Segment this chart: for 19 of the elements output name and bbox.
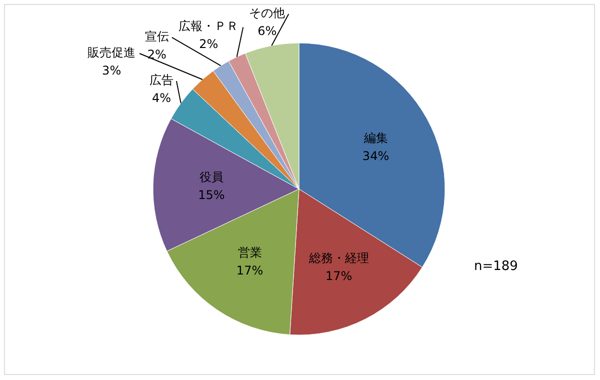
slice-label: 編集 — [362, 130, 388, 145]
data-label: 3% — [102, 63, 122, 78]
slice-label: 宣伝 — [144, 29, 169, 44]
slice-label: 広報・ＰＲ — [178, 19, 239, 34]
slice-label: 総務・経理 — [308, 251, 369, 266]
data-label: 17% — [325, 269, 352, 284]
data-label: 15% — [198, 188, 225, 202]
text: n=189 — [474, 259, 518, 274]
data-label: 4% — [152, 91, 171, 106]
data-label: 2% — [199, 37, 218, 52]
slice-label: 営業 — [238, 245, 262, 260]
data-label: 34% — [362, 148, 390, 163]
data-label: 17% — [236, 263, 264, 278]
slice-label: 広告 — [149, 73, 174, 88]
slice-label: その他 — [249, 6, 286, 20]
slice-label: 販売促進 — [88, 45, 136, 60]
slice-label: 役員 — [199, 170, 224, 184]
data-label: 6% — [258, 24, 277, 38]
data-label: 2% — [147, 47, 166, 62]
